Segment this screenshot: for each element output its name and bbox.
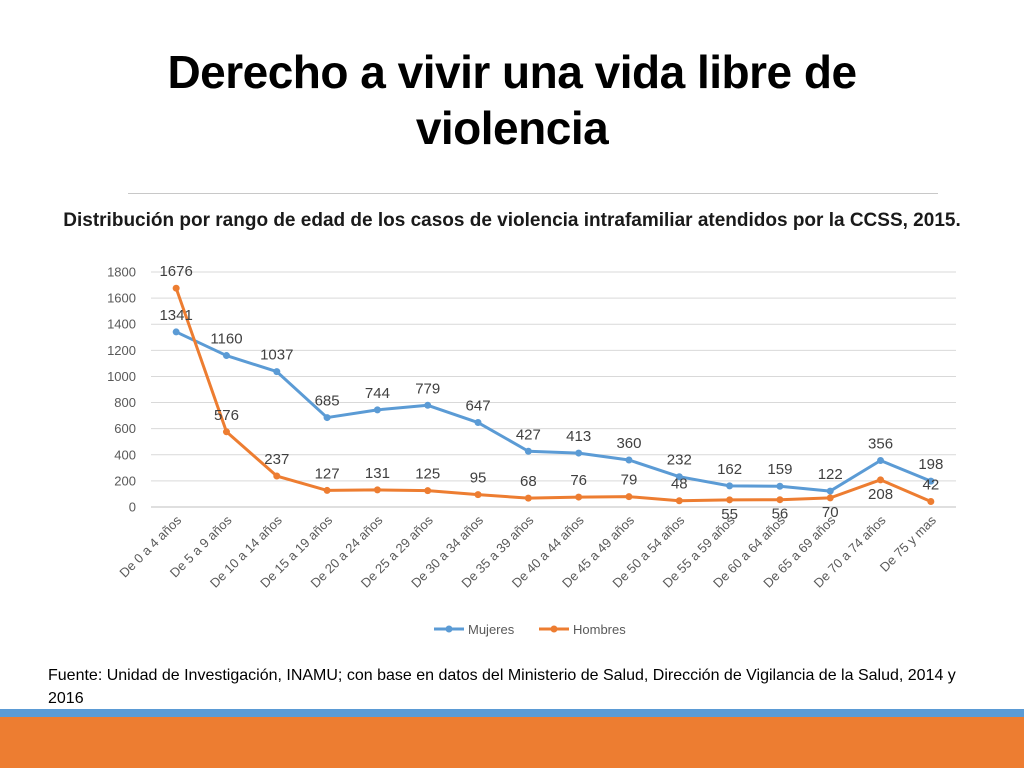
data-label-mujeres: 413 [566, 428, 591, 445]
data-label-mujeres: 1341 [159, 307, 192, 324]
data-point-hombres [675, 497, 683, 505]
legend: Mujeres Hombres [434, 622, 626, 637]
data-point-hombres [172, 284, 180, 292]
y-tick-label: 1800 [107, 265, 136, 280]
y-tick-label: 0 [129, 500, 136, 515]
y-tick-label: 800 [114, 395, 136, 410]
data-label-mujeres: 1037 [260, 347, 293, 364]
data-point-mujeres [424, 401, 432, 409]
series-line-hombres [174, 286, 933, 504]
data-label-hombres: 42 [923, 477, 940, 494]
data-label-hombres: 48 [671, 476, 688, 493]
y-tick-label: 400 [114, 447, 136, 462]
data-point-hombres [625, 493, 633, 501]
data-point-mujeres [474, 419, 482, 427]
footer-band-orange [0, 717, 1024, 768]
series-lines [172, 284, 935, 506]
title-divider [128, 193, 938, 194]
data-label-mujeres: 360 [616, 435, 641, 452]
data-point-hombres [323, 486, 331, 494]
y-tick-label: 600 [114, 421, 136, 436]
data-label-mujeres: 198 [918, 456, 943, 473]
data-label-mujeres: 779 [415, 380, 440, 397]
slide-title: Derecho a vivir una vida libre de violen… [167, 46, 857, 154]
data-labels: 1341 1160 1037 685 744 779 647 427 413 360 232 162 1… [159, 263, 943, 523]
data-point-hombres [474, 491, 482, 499]
data-point-hombres [726, 496, 734, 504]
y-tick-label: 1000 [107, 369, 136, 384]
data-label-hombres: 70 [822, 504, 839, 521]
data-point-mujeres [776, 482, 784, 490]
y-tick-label: 1600 [107, 291, 136, 306]
data-label-mujeres: 356 [868, 436, 893, 453]
data-point-mujeres [877, 457, 885, 465]
data-point-mujeres [826, 487, 834, 495]
data-label-mujeres: 427 [516, 426, 541, 443]
data-point-mujeres [625, 456, 633, 464]
source-note: Fuente: Unidad de Investigación, INAMU; … [48, 667, 956, 707]
data-label-hombres: 131 [365, 465, 390, 482]
data-point-mujeres [273, 368, 281, 376]
legend-label-mujeres: Mujeres [468, 622, 515, 637]
data-label-mujeres: 162 [717, 461, 742, 478]
legend-label-hombres: Hombres [573, 622, 626, 637]
data-point-hombres [524, 494, 532, 502]
data-point-mujeres [575, 449, 583, 457]
data-label-hombres: 95 [470, 470, 487, 487]
data-label-mujeres: 685 [315, 393, 340, 410]
data-point-hombres [273, 472, 281, 480]
data-point-hombres [373, 486, 381, 494]
legend-marker-mujeres [445, 625, 453, 633]
data-point-hombres [776, 496, 784, 504]
data-label-mujeres: 122 [818, 466, 843, 483]
data-label-hombres: 208 [868, 486, 893, 503]
data-point-mujeres [524, 447, 532, 455]
legend-marker-hombres [550, 625, 558, 633]
data-label-hombres: 127 [315, 465, 340, 482]
data-label-hombres: 56 [772, 506, 789, 523]
data-point-hombres [877, 476, 885, 484]
data-point-mujeres [172, 328, 180, 336]
data-point-hombres [222, 428, 230, 436]
chart-title: Distribución por rango de edad de los ca… [63, 210, 961, 231]
data-point-mujeres [675, 473, 683, 481]
data-point-hombres [826, 494, 834, 502]
data-label-hombres: 125 [415, 466, 440, 483]
series-line-mujeres [174, 330, 933, 493]
data-label-mujeres: 232 [667, 452, 692, 469]
data-label-hombres: 1676 [159, 263, 192, 280]
data-label-hombres: 55 [721, 506, 738, 523]
data-label-mujeres: 744 [365, 385, 390, 402]
data-point-hombres [424, 487, 432, 495]
data-point-hombres [575, 493, 583, 501]
data-point-mujeres [222, 352, 230, 360]
y-tick-label: 1200 [107, 343, 136, 358]
data-label-mujeres: 647 [466, 398, 491, 415]
data-point-mujeres [726, 482, 734, 490]
footer-band-blue [0, 709, 1024, 717]
y-axis-ticks: 0 200 400 600 800 1000 1200 1400 1600 1800 [107, 265, 136, 515]
data-point-mujeres [323, 414, 331, 422]
data-label-hombres: 79 [621, 472, 638, 489]
data-point-mujeres [927, 477, 935, 485]
data-label-hombres: 576 [214, 407, 239, 424]
data-point-mujeres [373, 406, 381, 414]
data-label-hombres: 237 [264, 451, 289, 468]
data-label-hombres: 76 [570, 472, 587, 489]
y-tick-label: 1400 [107, 317, 136, 332]
line-chart: 0 200 400 600 800 1000 1200 1400 1600 1800 De 0 a… [107, 263, 956, 637]
gridlines [151, 271, 956, 508]
data-point-hombres [927, 498, 935, 506]
y-tick-label: 200 [114, 473, 136, 488]
data-label-hombres: 68 [520, 473, 537, 490]
data-label-mujeres: 159 [767, 461, 792, 478]
data-label-mujeres: 1160 [210, 331, 242, 348]
